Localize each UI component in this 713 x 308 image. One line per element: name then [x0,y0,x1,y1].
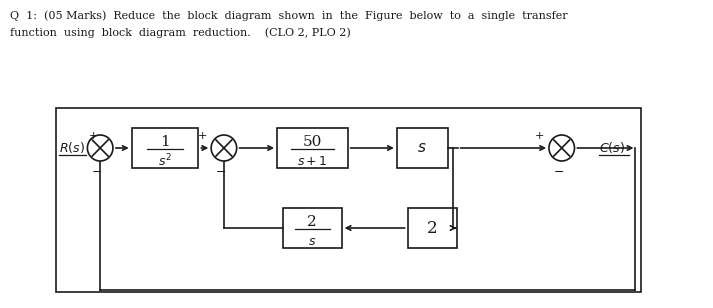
Text: $C(s)$: $C(s)$ [599,140,625,155]
Circle shape [549,135,575,161]
Circle shape [211,135,237,161]
Text: $s+1$: $s+1$ [297,155,327,168]
Bar [283,208,342,248]
Bar [396,128,448,168]
Bar [56,108,641,292]
Text: $s$: $s$ [418,141,427,155]
Text: 2: 2 [427,220,437,237]
Text: −: − [216,166,226,179]
Text: 50: 50 [302,135,322,149]
Bar [132,128,198,168]
Text: $R(s)$: $R(s)$ [59,140,85,155]
Text: 2: 2 [307,215,317,229]
Bar [277,128,348,168]
Circle shape [88,135,113,161]
Text: +: + [88,131,98,141]
Text: $s^2$: $s^2$ [158,153,172,169]
Text: $s$: $s$ [308,234,317,248]
Text: function  using  block  diagram  reduction.    (CLO 2, PLO 2): function using block diagram reduction. … [10,27,351,38]
Bar [408,208,456,248]
Text: +: + [198,131,207,141]
Text: +: + [535,131,545,141]
Text: −: − [92,166,103,179]
Text: 1: 1 [160,135,170,149]
Text: Q  1:  (05 Marks)  Reduce  the  block  diagram  shown  in  the  Figure  below  t: Q 1: (05 Marks) Reduce the block diagram… [10,10,568,21]
Text: −: − [553,166,564,179]
